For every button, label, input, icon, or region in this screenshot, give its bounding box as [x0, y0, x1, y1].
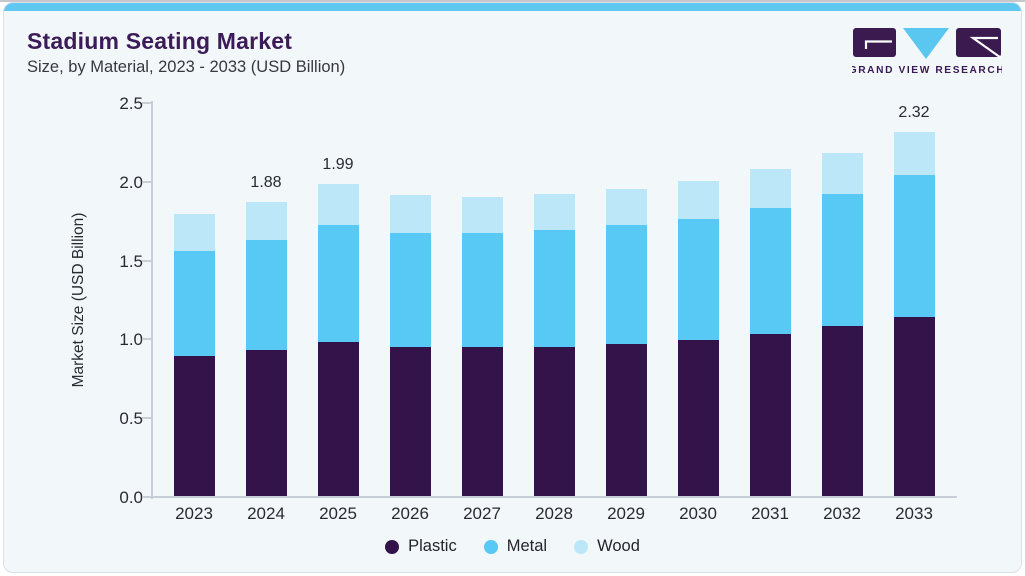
- bar-segment-metal: [245, 239, 287, 350]
- gvr-logo-icon: GRAND VIEW RESEARCH: [849, 28, 1004, 76]
- y-tick-label: 1.5: [119, 251, 143, 271]
- bar-segment-metal: [317, 225, 359, 342]
- bar-segment-wood: [605, 189, 647, 226]
- bar-segment-metal: [749, 208, 791, 335]
- legend-item-plastic: Plastic: [385, 537, 457, 556]
- x-tick-label-2026: 2026: [391, 504, 429, 523]
- bar-segment-wood: [677, 181, 719, 220]
- bar-segment-metal: [173, 250, 215, 357]
- bar-segment-wood: [173, 214, 215, 251]
- bar-segment-plastic: [821, 326, 863, 498]
- y-tick-mark: [142, 180, 151, 183]
- y-tick-label: 2.0: [119, 172, 143, 192]
- x-axis-line: [151, 496, 957, 498]
- bar-total-label-2033: 2.32: [898, 104, 930, 122]
- y-tick-label: 0.0: [119, 488, 143, 507]
- bar-segment-wood: [821, 152, 863, 194]
- grand-view-research-logo: GRAND VIEW RESEARCH: [849, 26, 1004, 76]
- bar-2027: [461, 197, 503, 498]
- y-tick-label: 2.5: [119, 94, 143, 113]
- bar-segment-plastic: [173, 356, 215, 498]
- bar-total-label-2024: 1.88: [250, 173, 282, 191]
- bar-2026: [389, 195, 431, 498]
- bar-2033: [893, 132, 935, 498]
- bar-segment-plastic: [461, 346, 503, 498]
- bar-segment-metal: [605, 225, 647, 344]
- bar-segment-metal: [893, 174, 935, 317]
- bar-segment-plastic: [533, 346, 575, 498]
- bar-2023: [173, 214, 215, 498]
- chart-subtitle: Size, by Material, 2023 - 2033 (USD Bill…: [27, 58, 346, 76]
- legend-item-metal: Metal: [483, 537, 548, 556]
- bar-segment-metal: [533, 230, 575, 347]
- bar-segment-metal: [389, 233, 431, 347]
- x-tick-label-2030: 2030: [679, 504, 717, 523]
- bar-segment-plastic: [389, 346, 431, 498]
- x-tick-label-2023: 2023: [175, 504, 213, 523]
- legend-swatch-metal-icon: [483, 539, 498, 554]
- bar-segment-metal: [821, 193, 863, 327]
- bar-2029: [605, 189, 647, 498]
- bar-2025: [317, 184, 359, 498]
- x-tick-label-2031: 2031: [751, 504, 789, 523]
- window-top-edge: [0, 0, 1025, 2]
- bar-segment-plastic: [893, 316, 935, 498]
- bar-segment-wood: [461, 197, 503, 234]
- legend-label: Wood: [597, 537, 640, 555]
- bar-2030: [677, 181, 719, 498]
- bar-2024: [245, 201, 287, 498]
- y-tick-mark: [142, 338, 151, 341]
- y-tick-label: 0.5: [119, 409, 143, 429]
- legend-swatch-plastic-icon: [385, 539, 400, 554]
- x-tick-label-2029: 2029: [607, 504, 645, 523]
- bar-2032: [821, 152, 863, 498]
- legend-swatch-wood-icon: [574, 539, 589, 554]
- legend-label: Metal: [506, 537, 548, 555]
- x-tick-label-2024: 2024: [247, 504, 285, 523]
- bar-segment-wood: [893, 132, 935, 175]
- bar-total-label-2025: 1.99: [322, 156, 354, 174]
- card-accent-strip: [4, 3, 1021, 11]
- x-tick-label-2032: 2032: [823, 504, 861, 523]
- x-tick-label-2033: 2033: [895, 504, 933, 523]
- bar-segment-plastic: [749, 334, 791, 498]
- bar-segment-wood: [245, 201, 287, 240]
- bar-segment-metal: [461, 233, 503, 347]
- bar-segment-plastic: [677, 340, 719, 498]
- x-tick-label-2027: 2027: [463, 504, 501, 523]
- bar-segment-wood: [533, 193, 575, 231]
- logo-text: GRAND VIEW RESEARCH: [852, 65, 1002, 76]
- y-axis-title: Market Size (USD Billion): [70, 212, 87, 388]
- x-tick-label-2028: 2028: [535, 504, 573, 523]
- y-tick-mark: [142, 417, 151, 420]
- bar-segment-wood: [389, 195, 431, 234]
- y-axis-line: [151, 101, 153, 499]
- bar-2031: [749, 168, 791, 498]
- bar-segment-wood: [749, 168, 791, 209]
- bar-segment-plastic: [317, 341, 359, 498]
- y-tick-mark: [142, 496, 151, 498]
- bar-segment-wood: [317, 184, 359, 226]
- chart-title: Stadium Seating Market: [27, 28, 293, 54]
- legend-label: Plastic: [408, 537, 457, 555]
- bar-segment-plastic: [245, 349, 287, 498]
- bar-segment-metal: [677, 219, 719, 341]
- bar-segment-plastic: [605, 343, 647, 498]
- bar-2028: [533, 193, 575, 498]
- x-tick-label-2025: 2025: [319, 504, 357, 523]
- y-tick-mark: [142, 102, 151, 104]
- legend-item-wood: Wood: [574, 537, 640, 556]
- chart-legend: Plastic Metal Wood: [0, 537, 1025, 556]
- y-tick-label: 1.0: [119, 330, 143, 350]
- y-tick-mark: [142, 259, 151, 262]
